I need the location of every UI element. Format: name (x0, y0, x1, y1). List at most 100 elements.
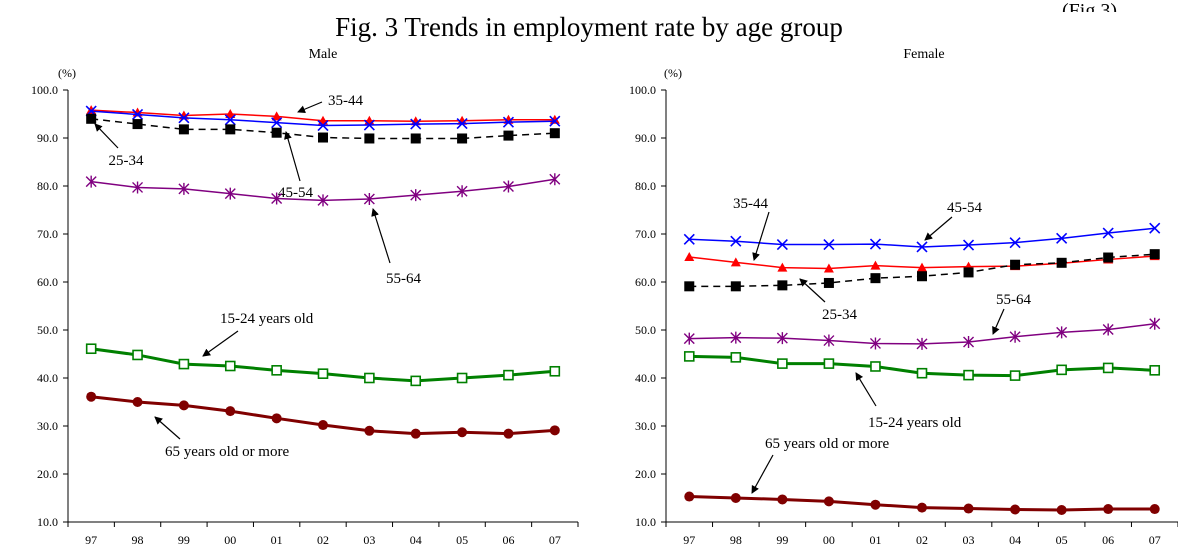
female-point-35-44 (730, 257, 741, 267)
male-y-unit-label: (%) (58, 66, 76, 80)
female-point-45-54 (1149, 222, 1161, 234)
female-y-tick-label: 80.0 (635, 179, 656, 193)
male-series-label-45-54: 45-54 (278, 185, 313, 201)
male-point-25-34 (86, 113, 97, 124)
female-point-55-64 (730, 331, 742, 344)
male-arrow-25-34 (94, 123, 119, 149)
male-point-15-24-years-old (364, 372, 375, 384)
male-point-45-54 (502, 116, 515, 128)
female-point-45-54 (1056, 232, 1068, 244)
male-y-tick-label: 30.0 (37, 419, 58, 433)
male-point-55-64 (271, 192, 283, 205)
male-point-25-34 (178, 124, 189, 135)
female-point-25-34 (823, 277, 834, 288)
female-arrow-55-64 (992, 308, 1005, 335)
male-series-label-25-34: 25-34 (109, 153, 144, 169)
male-point-15-24-years-old (132, 349, 143, 361)
female-point-65-years-old-or-more (870, 499, 881, 510)
female-point-25-34 (1149, 249, 1160, 260)
male-chart: Male (%) 10.0 20.0 30.0 40.0 50.0 60.0 70.0 80.0 9… (31, 47, 579, 547)
male-point-55-64 (85, 175, 97, 188)
female-point-35-44 (777, 262, 788, 272)
female-point-65-years-old-or-more (1010, 504, 1021, 515)
female-x-tick-label: 05 (1056, 533, 1068, 547)
female-y-tick-label: 10.0 (635, 515, 656, 529)
male-point-55-64 (456, 185, 468, 198)
male-x-tick-label: 98 (132, 533, 144, 547)
male-point-65-years-old-or-more (225, 406, 236, 417)
male-x-tick-label: 06 (502, 533, 514, 547)
male-y-tick-label: 40.0 (37, 371, 58, 385)
male-point-65-years-old-or-more (410, 428, 421, 439)
male-point-25-34 (457, 133, 468, 144)
male-point-55-64 (317, 194, 329, 207)
female-arrow-65-years-old-or-more (751, 454, 774, 494)
male-point-55-64 (363, 192, 375, 205)
male-point-35-44 (271, 111, 282, 121)
male-x-tick-label: 03 (363, 533, 375, 547)
male-y-tick-label: 60.0 (37, 275, 58, 289)
male-point-45-54 (456, 118, 468, 130)
male-point-15-24-years-old (410, 375, 422, 387)
male-series-label-55-64: 55-64 (386, 271, 421, 287)
female-point-65-years-old-or-more (1149, 504, 1160, 515)
female-point-15-24-years-old (683, 351, 695, 362)
male-x-tick-label: 99 (178, 533, 190, 547)
female-point-15-24-years-old (823, 358, 835, 369)
female-x-tick-label: 97 (683, 533, 695, 547)
male-y-tick-label: 80.0 (37, 179, 58, 193)
female-point-15-24-years-old (730, 352, 742, 363)
male-point-65-years-old-or-more (178, 400, 189, 411)
female-point-25-34 (730, 281, 741, 292)
male-point-55-64 (132, 181, 144, 194)
female-y-tick-label: 70.0 (635, 227, 656, 241)
male-panel-title: Male (309, 47, 338, 62)
female-point-25-34 (870, 273, 881, 284)
female-point-15-24-years-old (1056, 364, 1067, 376)
female-point-55-64 (963, 336, 975, 348)
male-point-25-34 (271, 127, 282, 138)
female-chart: Female (%) 10.0 20.0 30.0 40.0 50.0 60.0 70.0 80.… (629, 47, 1178, 547)
male-point-55-64 (410, 189, 422, 202)
female-x-tick-label: 02 (916, 533, 928, 547)
female-y-tick-label: 90.0 (635, 131, 656, 145)
male-point-65-years-old-or-more (318, 420, 328, 431)
female-point-35-44 (870, 260, 881, 270)
female-point-35-44 (684, 252, 695, 262)
female-point-45-54 (962, 239, 975, 251)
female-point-25-34 (684, 281, 695, 292)
male-y-tick-label: 70.0 (37, 227, 58, 241)
male-point-45-54 (363, 119, 375, 131)
female-point-45-54 (1009, 237, 1021, 249)
male-y-tick-label: 20.0 (37, 467, 58, 481)
male-point-55-64 (178, 182, 190, 195)
male-point-25-34 (132, 119, 143, 130)
male-y-tick-label: 10.0 (37, 515, 58, 529)
female-point-65-years-old-or-more (684, 491, 695, 502)
male-point-45-54 (549, 115, 561, 127)
male-point-15-24-years-old (224, 360, 236, 372)
female-y-tick-label: 40.0 (635, 371, 656, 385)
male-y-tick-label: 100.0 (31, 83, 58, 97)
male-series-label-65-years-old-or-more: 65 years old or more (165, 444, 289, 460)
female-point-55-64 (916, 337, 928, 350)
female-y-tick-label: 50.0 (635, 323, 656, 337)
female-point-65-years-old-or-more (963, 503, 974, 514)
female-point-65-years-old-or-more (1103, 504, 1114, 515)
male-point-15-24-years-old (549, 365, 561, 377)
female-point-15-24-years-old (777, 358, 788, 369)
male-point-55-64 (224, 187, 236, 200)
female-point-65-years-old-or-more (730, 493, 741, 503)
male-point-15-24-years-old (271, 365, 282, 376)
male-point-25-34 (225, 124, 236, 135)
figure-title: Fig. 3 Trends in employment rate by age … (335, 12, 843, 42)
female-point-25-34 (1103, 252, 1114, 263)
female-series-label-15-24-years-old: 15-24 years old (868, 415, 962, 431)
female-point-35-44 (917, 262, 927, 272)
female-x-tick-label: 04 (1009, 533, 1021, 547)
female-arrow-45-54 (924, 216, 953, 241)
male-x-tick-label: 01 (271, 533, 283, 547)
female-point-55-64 (1102, 323, 1114, 336)
male-arrow-65-years-old-or-more (154, 416, 181, 440)
